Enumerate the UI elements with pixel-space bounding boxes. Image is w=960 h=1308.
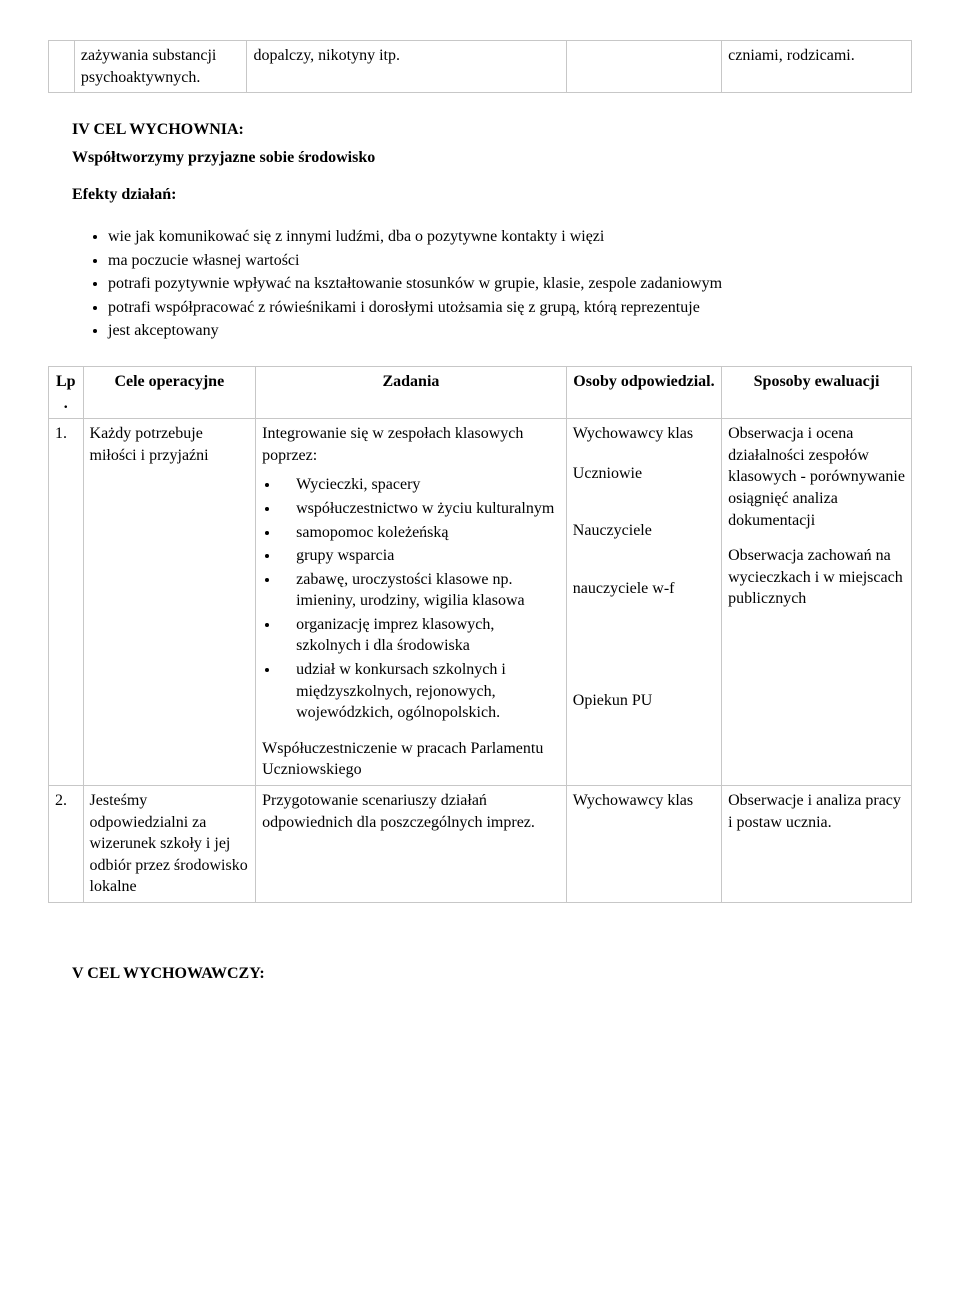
cell-sposoby: Obserwacja i ocena działalności zespołów…: [722, 419, 912, 786]
cell: [49, 41, 75, 93]
header-osoby: Osoby odpowiedzial.: [566, 366, 721, 418]
list-item: grupy wsparcia: [280, 545, 560, 567]
list-item: ma poczucie własnej wartości: [108, 250, 912, 272]
osoby-item: Uczniowie: [573, 463, 715, 485]
cell: zażywania substancji psychoaktywnych.: [74, 41, 247, 93]
list-item: Wycieczki, spacery: [280, 474, 560, 496]
zadania-list: Wycieczki, spacery współuczestnictwo w ż…: [280, 474, 560, 724]
osoby-item: Opiekun PU: [573, 690, 715, 712]
cell-cele: Każdy potrzebuje miłości i przyjaźni: [83, 419, 256, 786]
cell-zadania: Przygotowanie scenariuszy działań odpowi…: [256, 786, 567, 903]
zadania-footer: Współuczestniczenie w pracach Parlamentu…: [262, 738, 560, 781]
section-4-heading: IV CEL WYCHOWNIA:: [72, 119, 912, 141]
cell-cele: Jesteśmy odpowiedzialni za wizerunek szk…: [83, 786, 256, 903]
effects-label: Efekty działań:: [72, 184, 912, 206]
sposoby-para: Obserwacja zachowań na wycieczkach i w m…: [728, 545, 905, 610]
list-item: zabawę, uroczystości klasowe np. imienin…: [280, 569, 560, 612]
list-item: współuczestnictwo w życiu kulturalnym: [280, 498, 560, 520]
cell-sposoby: Obserwacje i analiza pracy i postaw uczn…: [722, 786, 912, 903]
list-item: jest akceptowany: [108, 320, 912, 342]
zadania-intro: Integrowanie się w zespołach klasowych p…: [262, 423, 560, 466]
header-lp: Lp.: [49, 366, 84, 418]
list-item: potrafi współpracować z rówieśnikami i d…: [108, 297, 912, 319]
header-row: Lp. Cele operacyjne Zadania Osoby odpowi…: [49, 366, 912, 418]
osoby-item: nauczyciele w-f: [573, 578, 715, 600]
cell-osoby: Wychowawcy klas Uczniowie Nauczyciele na…: [566, 419, 721, 786]
table-row: zażywania substancji psychoaktywnych. do…: [49, 41, 912, 93]
osoby-item: Wychowawcy klas: [573, 423, 715, 445]
list-item: samopomoc koleżeńską: [280, 522, 560, 544]
cell-zadania: Integrowanie się w zespołach klasowych p…: [256, 419, 567, 786]
osoby-item: Nauczyciele: [573, 520, 715, 542]
list-item: udział w konkursach szkolnych i międzysz…: [280, 659, 560, 724]
section-4-subtitle: Współtworzymy przyjazne sobie środowisko: [72, 147, 912, 169]
list-item: potrafi pozytywnie wpływać na kształtowa…: [108, 273, 912, 295]
top-fragment-table: zażywania substancji psychoaktywnych. do…: [48, 40, 912, 93]
table-row: 1. Każdy potrzebuje miłości i przyjaźni …: [49, 419, 912, 786]
cell-lp: 1.: [49, 419, 84, 786]
list-item: wie jak komunikować się z innymi ludźmi,…: [108, 226, 912, 248]
main-table: Lp. Cele operacyjne Zadania Osoby odpowi…: [48, 366, 912, 903]
cell: czniami, rodzicami.: [722, 41, 912, 93]
effects-list: wie jak komunikować się z innymi ludźmi,…: [108, 226, 912, 342]
header-sposoby: Sposoby ewaluacji: [722, 366, 912, 418]
cell-lp: 2.: [49, 786, 84, 903]
section-5-heading: V CEL WYCHOWAWCZY:: [72, 963, 912, 985]
header-zadania: Zadania: [256, 366, 567, 418]
cell-osoby: Wychowawcy klas: [566, 786, 721, 903]
sposoby-para: Obserwacja i ocena działalności zespołów…: [728, 423, 905, 531]
header-cele: Cele operacyjne: [83, 366, 256, 418]
cell: dopalczy, nikotyny itp.: [247, 41, 566, 93]
list-item: organizację imprez klasowych, szkolnych …: [280, 614, 560, 657]
table-row: 2. Jesteśmy odpowiedzialni za wizerunek …: [49, 786, 912, 903]
cell: [566, 41, 721, 93]
